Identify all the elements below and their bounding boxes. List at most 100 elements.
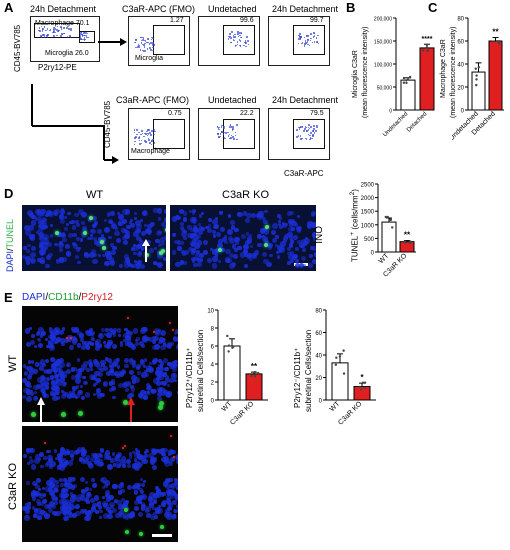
nucleus xyxy=(75,496,81,503)
data-point xyxy=(408,75,412,79)
nucleus xyxy=(95,501,102,507)
flow-event-dot xyxy=(138,45,140,47)
nucleus xyxy=(36,501,41,506)
nucleus xyxy=(137,259,143,265)
nucleus xyxy=(70,454,75,459)
nucleus xyxy=(182,251,187,256)
nucleus xyxy=(120,369,127,375)
nucleus xyxy=(311,232,316,238)
nucleus xyxy=(117,333,122,338)
nucleus xyxy=(39,241,46,248)
nucleus xyxy=(117,370,124,377)
nucleus xyxy=(173,331,178,335)
nucleus xyxy=(174,508,178,513)
nucleus xyxy=(174,214,180,220)
nucleus xyxy=(165,512,170,517)
flow-event-dot xyxy=(85,32,87,34)
p2ry12-positive-cell xyxy=(122,447,125,450)
nucleus xyxy=(136,243,142,250)
nucleus xyxy=(101,485,106,490)
nucleus xyxy=(38,231,45,238)
nucleus xyxy=(191,208,197,213)
flow-event-dot xyxy=(140,142,142,145)
flow-event-dot xyxy=(147,41,149,44)
nucleus xyxy=(33,458,40,465)
nucleus xyxy=(130,218,134,222)
nucleus xyxy=(171,216,178,222)
nucleus xyxy=(113,463,117,467)
flow-event-dot xyxy=(147,133,150,135)
bar xyxy=(400,79,416,111)
nucleus xyxy=(222,236,228,242)
nucleus xyxy=(41,375,47,381)
nucleus xyxy=(165,224,166,231)
y-tick-label: 4 xyxy=(211,363,215,369)
nucleus xyxy=(69,221,73,225)
y-tick-label: 80 xyxy=(457,17,464,23)
nucleus xyxy=(152,456,158,462)
x-tick-label: Undetached xyxy=(382,111,409,138)
nucleus xyxy=(92,216,98,222)
y-tick-label: 0 xyxy=(211,399,215,405)
flow-event-dot xyxy=(147,137,150,140)
nucleus xyxy=(288,227,293,233)
nucleus xyxy=(291,227,295,231)
nucleus xyxy=(133,505,139,511)
nucleus xyxy=(172,250,177,255)
nucleus xyxy=(71,484,76,489)
nucleus xyxy=(114,230,120,236)
flow-event-dot xyxy=(306,34,308,37)
nucleus xyxy=(39,359,46,365)
nucleus xyxy=(129,331,134,336)
macrophage-gate xyxy=(34,23,80,38)
nucleus xyxy=(254,250,260,256)
nucleus xyxy=(58,329,64,336)
flow-event-dot xyxy=(243,44,245,47)
nucleus xyxy=(217,242,223,249)
nucleus xyxy=(56,339,61,343)
panel-letter-d: D xyxy=(4,186,14,201)
y-tick-label: 100,000 xyxy=(374,63,392,69)
flow-event-dot xyxy=(85,35,88,37)
nucleus xyxy=(88,218,92,222)
nucleus xyxy=(189,232,195,238)
flow-event-dot xyxy=(81,33,83,36)
nucleus xyxy=(26,341,32,347)
nucleus xyxy=(133,245,139,251)
nucleus xyxy=(56,364,63,370)
nucleus xyxy=(119,343,124,347)
nucleus xyxy=(292,253,298,259)
flow-event-dot xyxy=(228,133,231,136)
panel-e-right-ylabel-1: P2ry12⁻/CD11b⁺ xyxy=(293,347,302,408)
nucleus xyxy=(140,482,145,487)
nucleus xyxy=(271,237,277,243)
flow-event-dot xyxy=(153,43,156,46)
nucleus xyxy=(277,219,281,223)
nucleus xyxy=(187,225,192,230)
data-point xyxy=(342,349,345,352)
nucleus xyxy=(29,340,35,346)
nucleus xyxy=(61,342,65,347)
nucleus xyxy=(113,373,117,377)
nucleus xyxy=(49,345,56,351)
flow-event-dot xyxy=(83,37,86,39)
nucleus xyxy=(277,214,282,218)
nucleus xyxy=(312,259,316,264)
nucleus xyxy=(29,370,34,375)
nucleus xyxy=(142,364,147,368)
nucleus xyxy=(40,219,46,224)
nucleus xyxy=(159,364,163,369)
data-point xyxy=(253,375,257,378)
flow-event-dot xyxy=(231,31,233,33)
p2ry12-positive-cell xyxy=(172,329,175,332)
nucleus xyxy=(89,328,94,333)
nucleus xyxy=(281,222,287,228)
nucleus xyxy=(80,395,86,401)
flow-event-dot xyxy=(219,135,222,138)
nucleus xyxy=(288,235,294,240)
nucleus xyxy=(182,236,187,240)
data-point xyxy=(421,49,425,52)
nucleus xyxy=(50,337,57,344)
flow-event-dot xyxy=(233,138,235,140)
flow-event-dot xyxy=(232,128,234,130)
